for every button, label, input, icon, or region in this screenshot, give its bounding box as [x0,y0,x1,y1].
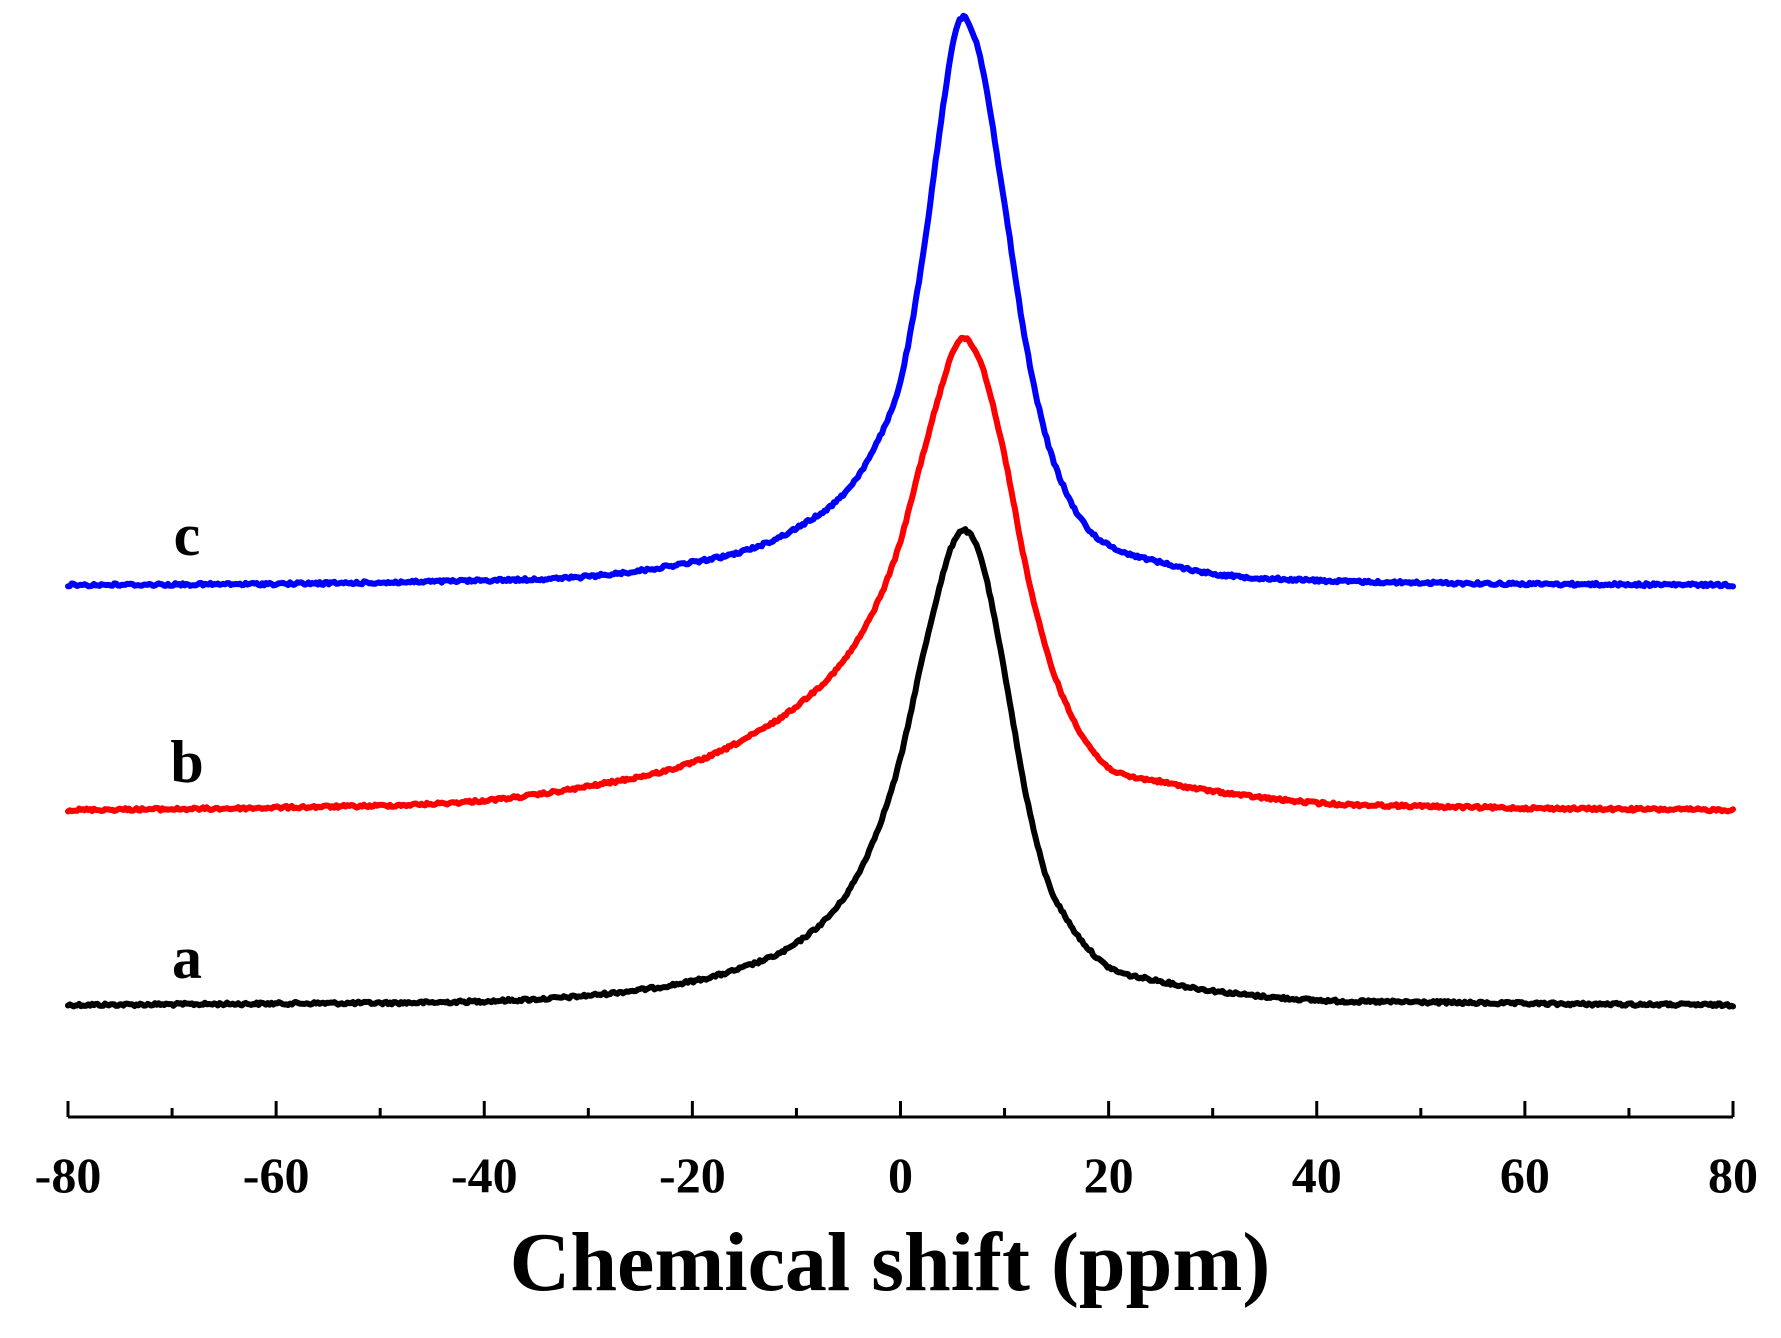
x-axis-ticks [66,1101,1735,1117]
series-label-c: c [174,502,201,568]
x-tick-label: 20 [1084,1147,1134,1203]
x-tick-label: 40 [1292,1147,1342,1203]
series-layer [65,12,1736,1010]
x-tick-label: 0 [888,1147,913,1203]
series-line-b [65,334,1736,815]
x-tick-label: 80 [1708,1147,1758,1203]
x-tick-label: -20 [659,1147,726,1203]
x-axis-title: Chemical shift (ppm) [510,1216,1271,1309]
x-tick-label: 60 [1500,1147,1550,1203]
x-tick-label: -60 [243,1147,310,1203]
x-axis-tick-labels: -80 -60 -40 -20 0 20 40 60 80 [35,1147,1758,1203]
x-tick-label: -40 [451,1147,518,1203]
series-label-b: b [170,729,203,795]
series-label-layer: a b c [170,502,203,991]
series-line-a [65,526,1736,1010]
x-tick-label: -80 [35,1147,102,1203]
series-line-c [65,12,1736,590]
series-label-a: a [172,925,202,991]
